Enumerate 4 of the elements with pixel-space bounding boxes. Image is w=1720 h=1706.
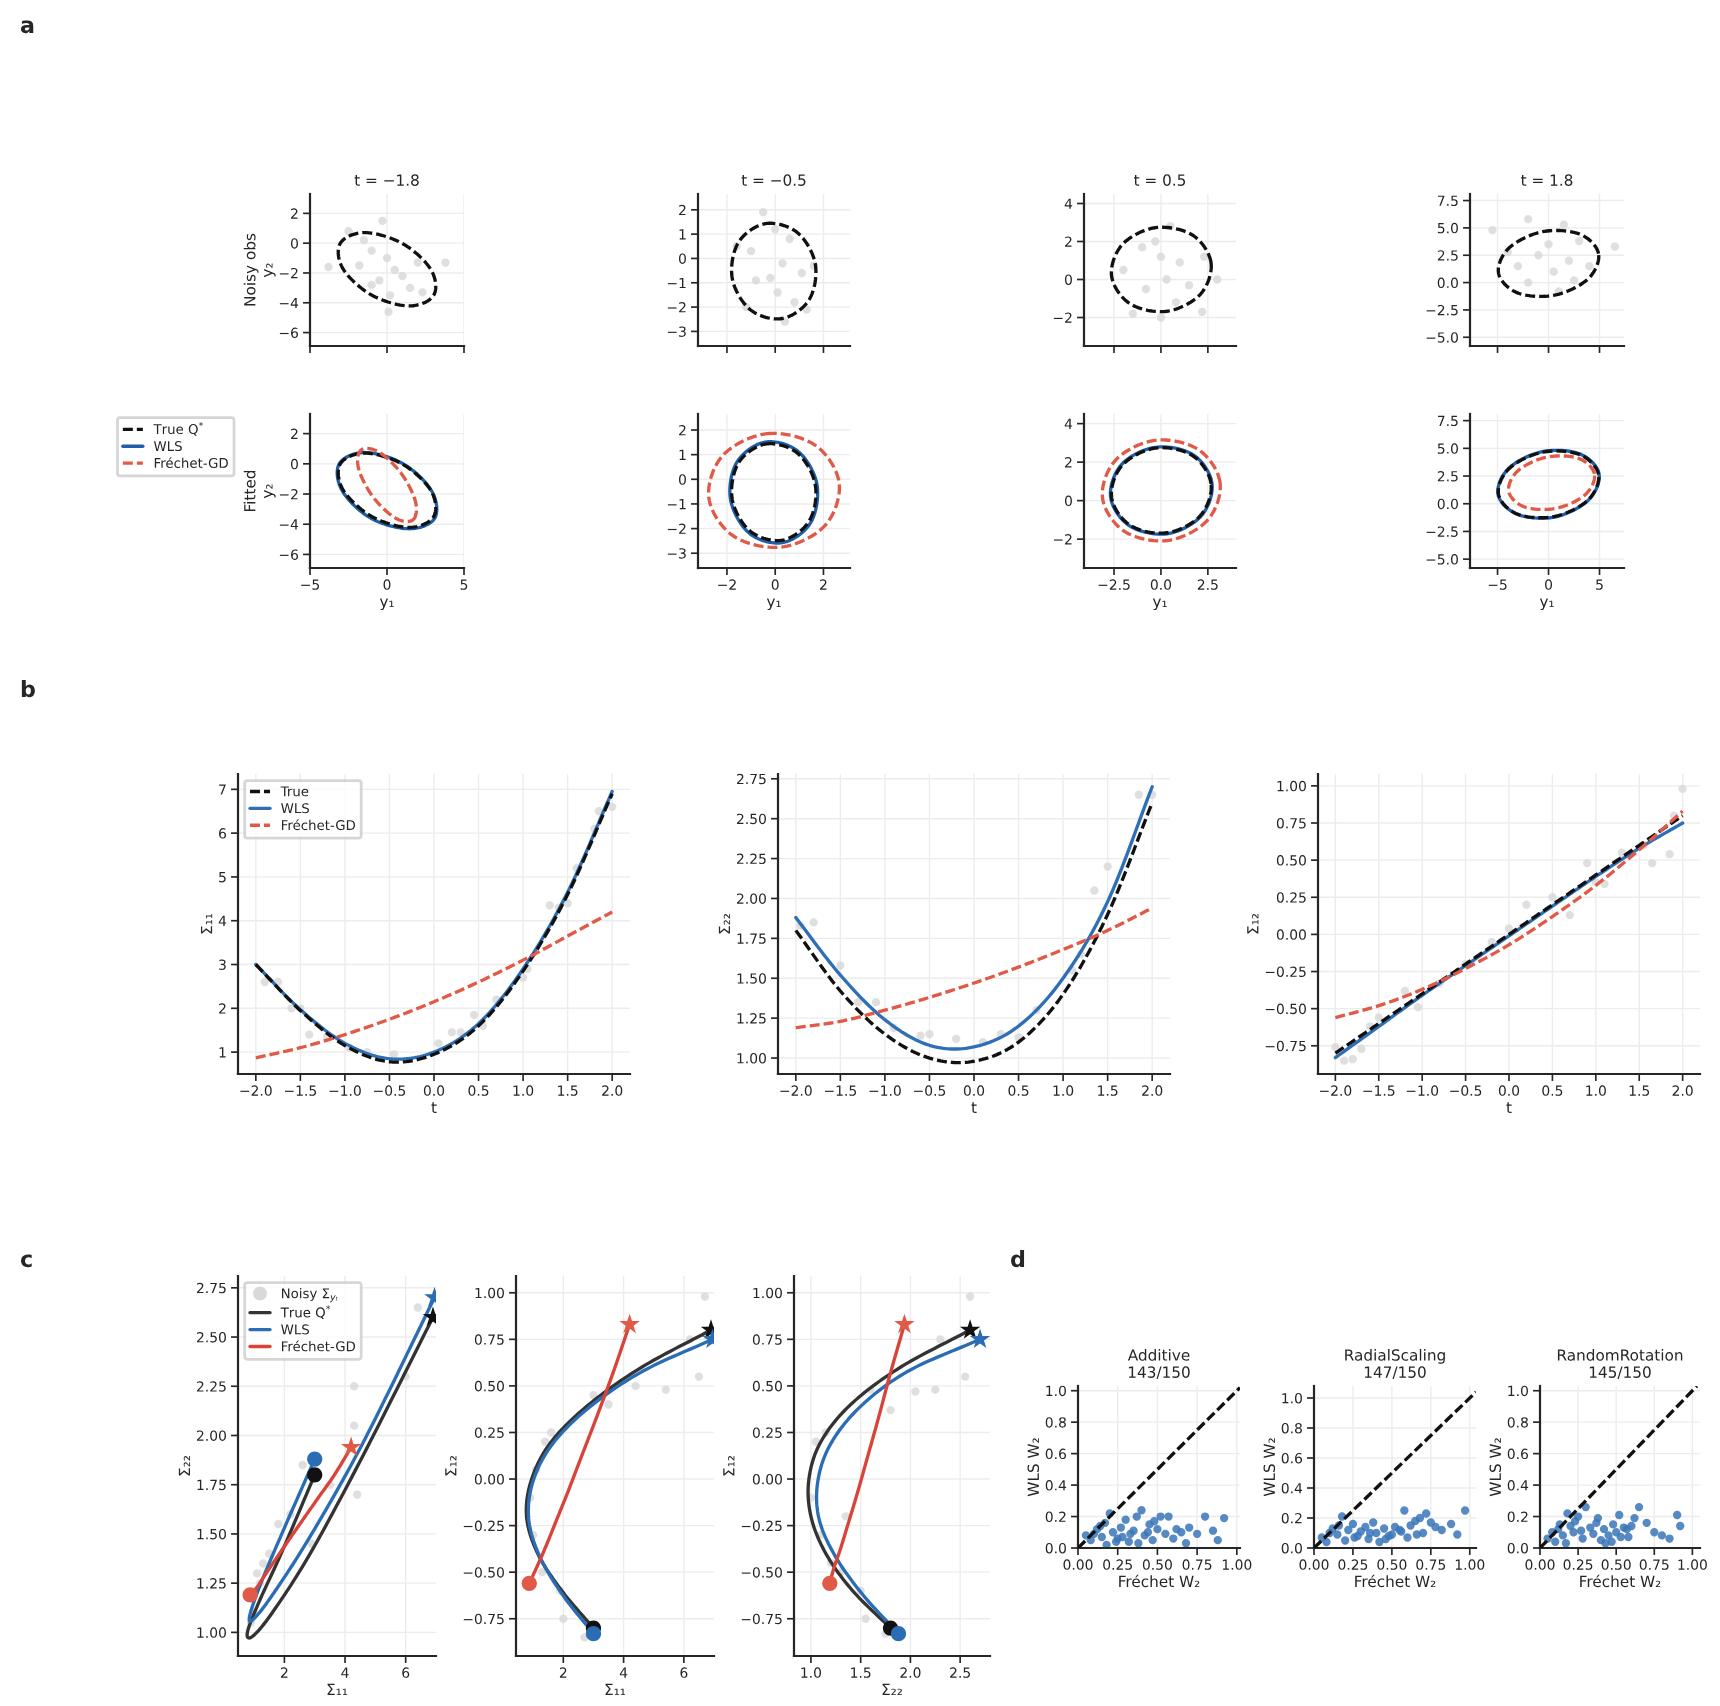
text: a: [20, 20, 34, 34]
text: d: [1011, 1250, 1025, 1268]
text: b: [21, 680, 35, 698]
text: c: [20, 1254, 32, 1268]
